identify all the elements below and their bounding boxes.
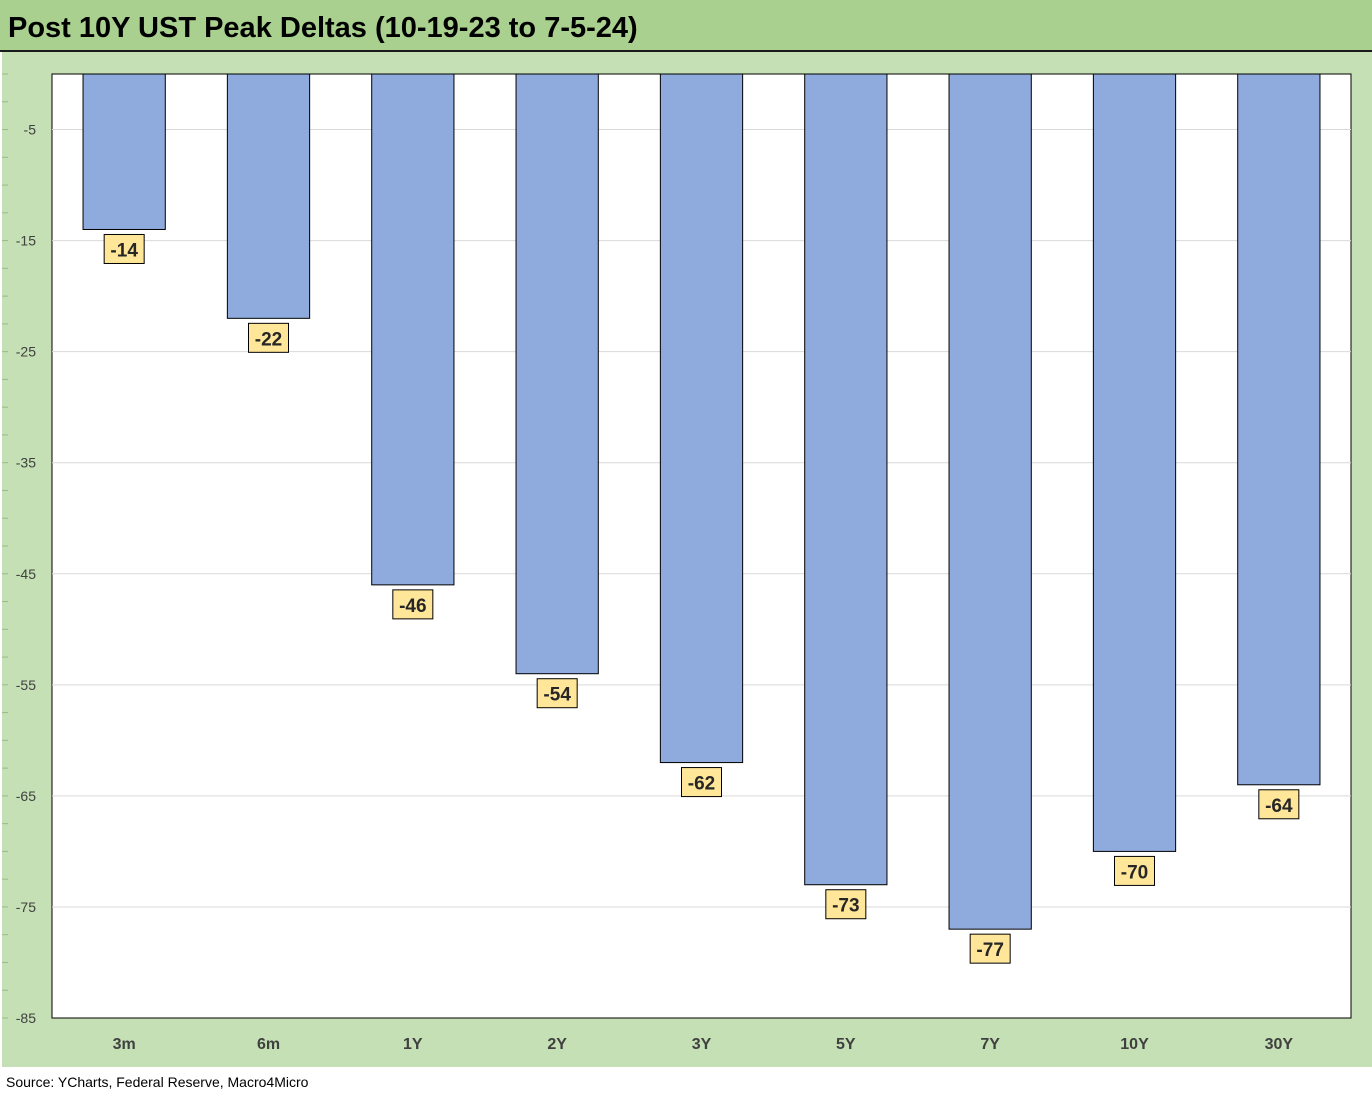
data-label: -64 (1265, 796, 1293, 817)
data-label: -62 (688, 774, 715, 795)
data-label: -70 (1121, 862, 1148, 883)
bar-1Y (371, 73, 455, 586)
data-label: -22 (255, 329, 282, 350)
x-category-label: 7Y (980, 1036, 1000, 1053)
y-tick-label: -85 (16, 1010, 36, 1026)
y-tick-label: -45 (16, 566, 36, 582)
bar-5Y (804, 73, 888, 886)
x-category-label: 6m (257, 1036, 280, 1053)
data-label: -73 (832, 896, 859, 917)
data-label-box (248, 322, 289, 353)
title-bar: Post 10Y UST Peak Deltas (10-19-23 to 7-… (0, 0, 1372, 52)
bar-10Y (1092, 73, 1177, 852)
data-label-box (1114, 855, 1155, 886)
bars (82, 73, 1321, 930)
x-category-label: 10Y (1120, 1036, 1149, 1053)
bar-2Y (515, 73, 599, 675)
bar-6m (226, 73, 311, 319)
bar-30Y (1237, 73, 1321, 786)
data-label-box (392, 589, 434, 620)
y-tick-label: -25 (16, 344, 36, 360)
y-tick-label: -65 (16, 788, 36, 804)
data-label-box (681, 767, 722, 798)
data-label: -54 (543, 685, 571, 706)
y-tick-label: -35 (16, 455, 36, 471)
x-category-label: 3Y (692, 1036, 712, 1053)
data-label-box (1258, 789, 1300, 820)
chart-title: Post 10Y UST Peak Deltas (10-19-23 to 7-… (8, 12, 638, 44)
y-tick-label: -5 (24, 122, 37, 138)
data-labels: -14 -22 -46 -54 -62 -73 -77 -70 -64 (103, 233, 1300, 964)
y-tick-label: -75 (16, 899, 36, 915)
data-label: -14 (110, 240, 138, 261)
y-tick-label: -55 (16, 677, 36, 693)
bar-3Y (659, 73, 744, 764)
bar-3m (82, 73, 166, 230)
data-label-box (825, 889, 867, 920)
bar-7Y (948, 73, 1032, 930)
data-label-box (969, 933, 1011, 964)
y-axis-tick-marks (2, 73, 8, 1019)
source-note: Source: YCharts, Federal Reserve, Macro4… (6, 1074, 309, 1090)
data-label-box (536, 678, 578, 709)
x-axis-category-labels: 3m 6m 1Y 2Y 3Y 5Y 7Y 10Y 30Y (113, 1036, 1294, 1053)
data-label: -46 (399, 596, 426, 617)
x-category-label: 5Y (836, 1036, 856, 1053)
x-category-label: 1Y (403, 1036, 423, 1053)
x-category-label: 3m (113, 1036, 136, 1053)
x-category-label: 2Y (547, 1036, 567, 1053)
x-category-label: 30Y (1265, 1036, 1294, 1053)
data-label: -77 (976, 940, 1003, 961)
data-label-box (103, 233, 145, 264)
y-tick-label: -15 (16, 233, 36, 249)
y-axis-tick-labels: -5 -15 -25 -35 -45 -55 -65 -75 -85 (16, 122, 36, 1026)
